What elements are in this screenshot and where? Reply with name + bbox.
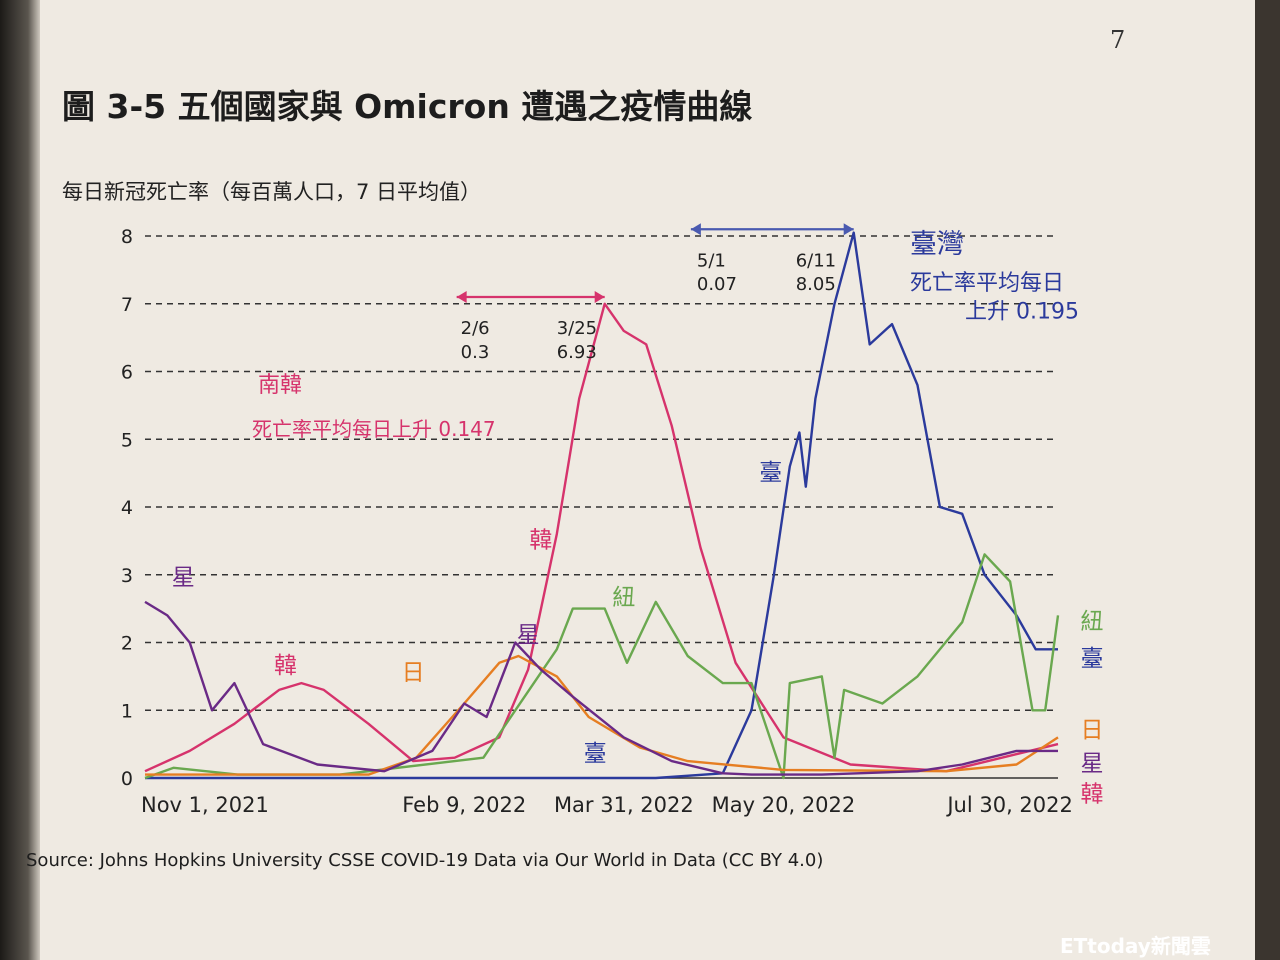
page-number: 7	[1110, 26, 1126, 54]
taiwan-title: 臺灣	[910, 229, 964, 260]
source-note: Source: Johns Hopkins University CSSE CO…	[26, 850, 824, 871]
series-label-10: 星	[172, 565, 195, 591]
taiwan-note-1: 死亡率平均每日	[910, 271, 1064, 296]
series-line-0	[144, 302, 1059, 773]
korea-start-date: 2/6	[461, 318, 490, 339]
y-tick-0: 0	[121, 768, 133, 790]
y-tick-8: 8	[121, 226, 133, 248]
series-label-7: 紐	[1081, 609, 1104, 635]
series-line-2	[144, 553, 1060, 780]
series-label-12: 星	[1081, 751, 1104, 777]
y-tick-6: 6	[121, 362, 133, 384]
x-tick-labels: Nov 1, 2021 Feb 9, 2022 Mar 31, 2022 May 20…	[141, 793, 1073, 817]
taiwan-note-2: 上升 0.195	[965, 300, 1079, 325]
korea-title: 南韓	[258, 373, 302, 398]
x-tick-0: Nov 1, 2021	[141, 793, 269, 817]
y-tick-2: 2	[121, 633, 133, 655]
series-lines	[144, 231, 1060, 780]
series-label-8: 日	[402, 660, 425, 686]
watermark-logo: ETtoday新聞雲	[1060, 934, 1211, 958]
book-spine	[0, 0, 40, 960]
figure-title: 圖 3-5 五個國家與 Omicron 遭遇之疫情曲線	[62, 87, 753, 126]
korea-arrow-head-left	[456, 290, 467, 303]
series-label-1: 韓	[529, 528, 552, 554]
taiwan-end-date: 6/11	[796, 250, 836, 271]
series-label-0: 韓	[274, 653, 297, 679]
y-axis-title: 每日新冠死亡率（每百萬人口，7 日平均值）	[62, 180, 482, 204]
korea-end-value: 6.93	[557, 342, 597, 363]
x-tick-1: Feb 9, 2022	[402, 793, 526, 817]
series-label-11: 星	[517, 623, 540, 649]
y-tick-labels: 0 1 2 3 4 5 6 7 8	[121, 226, 133, 790]
taiwan-arrow-head-right	[843, 223, 854, 236]
x-tick-3: May 20, 2022	[712, 793, 856, 817]
x-tick-2: Mar 31, 2022	[554, 793, 694, 817]
korea-arrow-head-right	[594, 290, 605, 303]
series-label-6: 紐	[612, 585, 635, 611]
book-page	[40, 0, 1255, 960]
series-label-2: 韓	[1081, 782, 1104, 808]
page-edge	[1255, 0, 1280, 960]
series-line-4	[144, 600, 1058, 776]
series-label-5: 臺	[1081, 646, 1104, 672]
series-label-9: 日	[1081, 717, 1104, 743]
y-tick-7: 7	[121, 294, 133, 316]
korea-note: 死亡率平均每日上升 0.147	[252, 417, 496, 441]
y-tick-3: 3	[121, 565, 133, 587]
korea-end-date: 3/25	[557, 318, 597, 339]
x-tick-4: Jul 30, 2022	[945, 793, 1073, 817]
series-label-3: 臺	[759, 460, 782, 486]
grid-lines	[145, 235, 1058, 779]
y-tick-4: 4	[121, 497, 133, 519]
taiwan-start-date: 5/1	[697, 250, 726, 271]
y-tick-5: 5	[121, 429, 133, 451]
taiwan-start-value: 0.07	[697, 274, 737, 295]
taiwan-arrow-head-left	[690, 223, 701, 236]
series-label-4: 臺	[584, 741, 607, 767]
korea-start-value: 0.3	[461, 342, 490, 363]
taiwan-end-value: 8.05	[796, 274, 836, 295]
y-tick-1: 1	[121, 700, 133, 722]
